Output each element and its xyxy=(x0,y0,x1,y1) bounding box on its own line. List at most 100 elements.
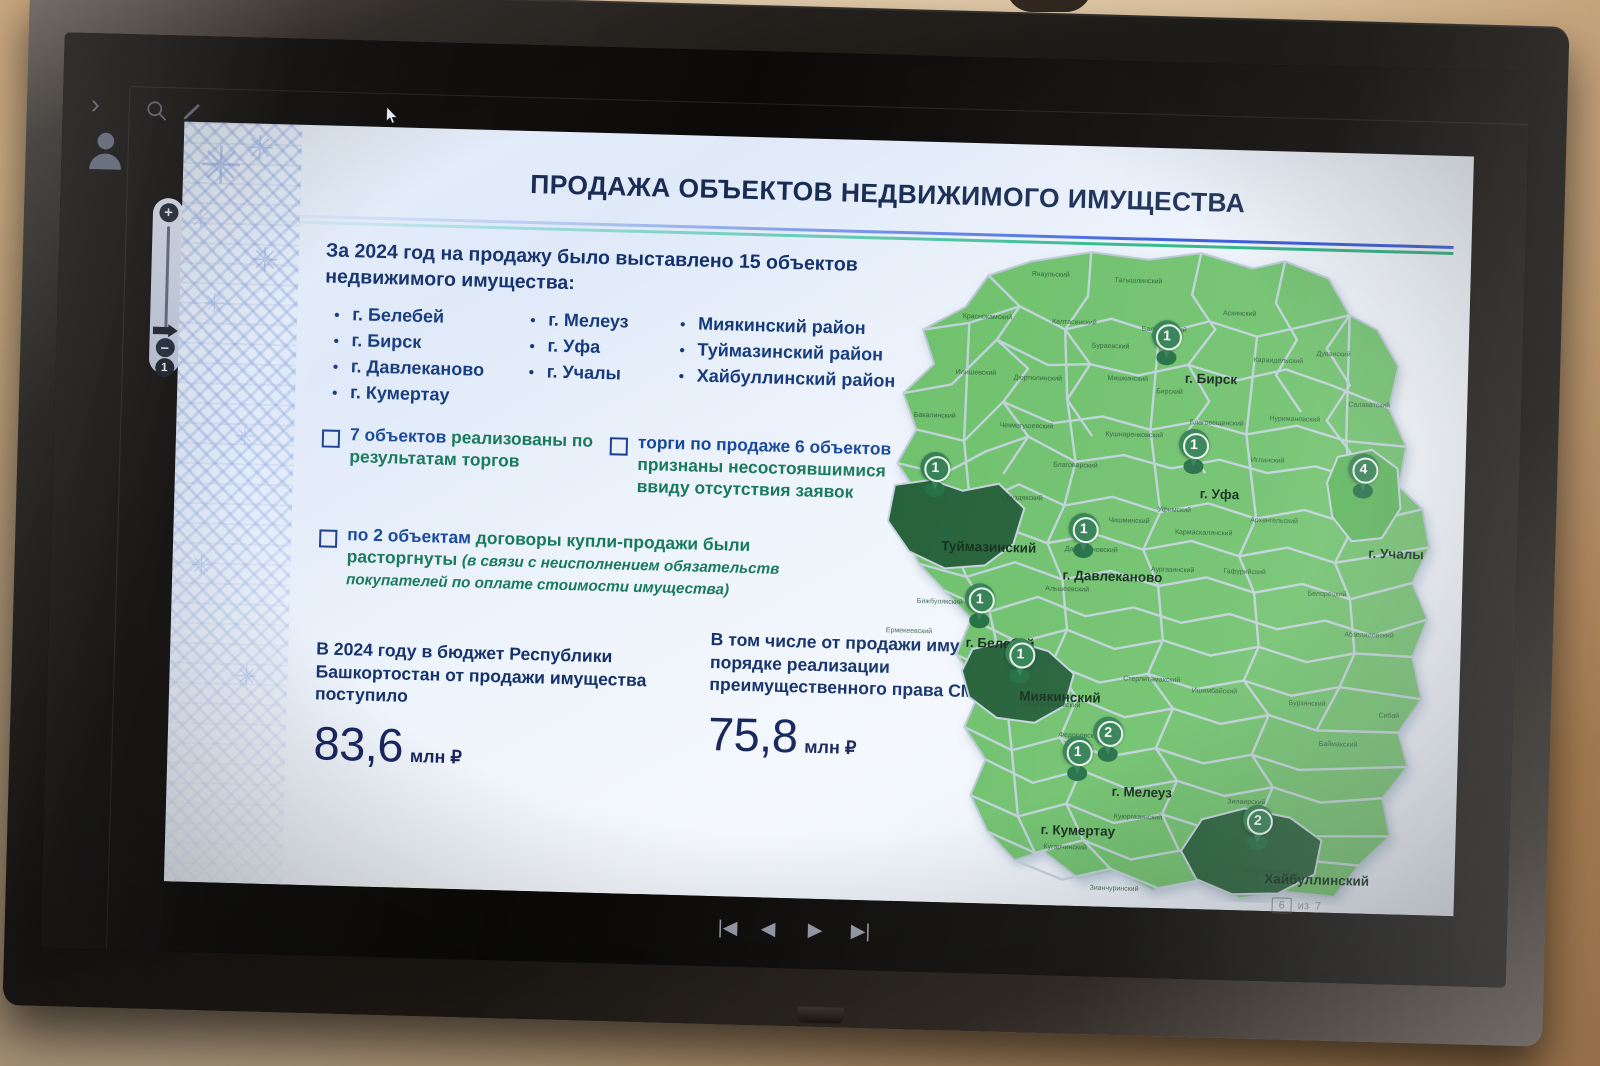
map-district-label: Чишминский xyxy=(1108,517,1150,526)
district-label: Хайбуллинский район xyxy=(696,365,896,391)
list-item: • г. Учалы xyxy=(529,361,680,386)
map-city-label: г. Уфа xyxy=(1199,486,1240,503)
map-district-label: Бурзянский xyxy=(1288,699,1326,708)
checkbox-icon xyxy=(609,437,629,456)
slide-canvas: ✳ ✳ ✳ ✳ ✳ ✳ ✳ ✳ ПРОДАЖА ОБЪЕКТОВ НЕДВИЖИ… xyxy=(163,121,1474,917)
viewer-toolbar: › xyxy=(63,32,1530,170)
bullet-icon: • xyxy=(334,306,340,324)
total-pages-label: 7 xyxy=(1314,900,1322,913)
map-district-label: Стерлитамакский xyxy=(1123,675,1181,685)
marker-uchaly: 4 xyxy=(1348,453,1379,499)
map-district-label: Караидельский xyxy=(1253,356,1304,366)
figure-value: 83,6 xyxy=(312,715,404,772)
map-district-label: Гафурийский xyxy=(1223,568,1266,577)
map-district-label: Чекмагушевский xyxy=(999,422,1054,431)
map-city-label: г. Кумертау xyxy=(1040,822,1116,840)
map-district-label: Бирский xyxy=(1156,388,1183,397)
map-district-label: Бураевский xyxy=(1091,342,1130,351)
tv-mount-foot xyxy=(797,1006,844,1024)
zoom-out-button[interactable]: – xyxy=(155,337,175,358)
map-district-label: Илишевский xyxy=(955,368,997,377)
list-item: • г. Давлеканово xyxy=(333,356,529,382)
marker-count: 1 xyxy=(1189,435,1199,453)
bullet-icon: • xyxy=(529,312,536,330)
district-label: Туймазинский район xyxy=(697,339,884,365)
marker-count: 1 xyxy=(1162,327,1172,344)
zoom-in-button[interactable]: + xyxy=(158,202,179,223)
checkbox-count: 7 объектов xyxy=(349,424,452,447)
city-label: г. Давлеканово xyxy=(350,356,485,380)
map-highlighted-district-label: Хайбуллинский xyxy=(1264,871,1370,889)
figure-value-wrap: 83,6 млн ₽ xyxy=(312,715,694,776)
ceiling-object xyxy=(1006,0,1092,12)
zoom-track[interactable] xyxy=(163,226,170,333)
checkbox-item-sold: 7 объектов реализованы по результатам то… xyxy=(321,423,610,475)
bashkortostan-map: Янаульский Татышлинский Краснокамский Калта… xyxy=(864,232,1462,907)
checkbox-count: по 2 объектам xyxy=(347,524,477,548)
wall-mounted-display: › + – 1 xyxy=(2,0,1570,1047)
map-district-label: Сибай xyxy=(1378,712,1400,720)
presentation-viewer: › + – 1 xyxy=(40,32,1531,988)
pen-icon[interactable] xyxy=(180,97,205,124)
map-district-label: Краснокамский xyxy=(962,313,1013,322)
marker-khaybullinskiy: 2 xyxy=(1242,804,1274,851)
first-slide-button[interactable]: |◀ xyxy=(717,917,738,939)
list-item: • г. Белебей xyxy=(334,304,530,330)
map-city-label: г. Давлеканово xyxy=(1062,567,1163,586)
last-slide-button[interactable]: ▶| xyxy=(850,920,871,943)
next-slide-button[interactable]: ▶ xyxy=(807,919,823,942)
marker-count: 2 xyxy=(1253,811,1263,828)
map-svg xyxy=(886,251,1431,900)
city-label: г. Бирск xyxy=(351,330,422,353)
city-label: г. Кумертау xyxy=(349,382,450,405)
previous-slide-button[interactable]: ◀ xyxy=(760,918,776,940)
map-city-label: г. Бирск xyxy=(1184,370,1238,388)
city-list-group: • г. Белебей • г. Бирск • г. Давлеканово… xyxy=(332,304,944,419)
map-highlighted-district-label: Туймазинский xyxy=(941,538,1037,556)
map-district-label: Зианчуринский xyxy=(1089,884,1139,893)
marker-kumertau: 1 xyxy=(1062,735,1094,782)
map-city-label: г. Учалы xyxy=(1368,545,1425,563)
mouse-cursor xyxy=(386,107,398,124)
map-district-label: Бакалинский xyxy=(913,411,956,420)
map-district-label: Белорецкий xyxy=(1307,590,1347,599)
map-district-label: Салаватский xyxy=(1348,401,1391,410)
map-district-label: Альшеевский xyxy=(1045,585,1090,594)
marker-count: 1 xyxy=(1079,519,1088,537)
map-district-label: Буздякский xyxy=(1006,494,1043,503)
list-item: • г. Кумертау xyxy=(332,382,528,408)
marker-count: 1 xyxy=(1016,645,1025,662)
city-label: г. Учалы xyxy=(546,361,622,384)
figure-unit: млн ₽ xyxy=(803,736,857,758)
person-icon[interactable] xyxy=(83,129,128,170)
bullet-icon: • xyxy=(528,363,535,382)
chevron-right-icon[interactable]: › xyxy=(90,89,101,120)
bashkir-ornament-decoration: ✳ ✳ ✳ ✳ ✳ ✳ ✳ ✳ xyxy=(163,121,303,885)
tv-screen: › + – 1 xyxy=(40,32,1531,988)
city-column-2: • г. Мелеуз • г. Уфа • г. Учалы xyxy=(528,309,681,412)
map-district-label: Мишкинский xyxy=(1107,374,1149,384)
map-district-label: Кугарчинский xyxy=(1043,843,1087,852)
map-district-label: Благоварский xyxy=(1053,461,1098,470)
map-district-label: Уфимский xyxy=(1157,506,1192,515)
marker-belebey: 1 xyxy=(964,582,996,629)
marker-birsk: 1 xyxy=(1151,319,1183,366)
checkbox-icon xyxy=(318,529,338,548)
marker-count: 2 xyxy=(1104,723,1113,740)
map-district-label: Абзелиловский xyxy=(1344,631,1394,640)
map-district-label: Ишимбайский xyxy=(1191,687,1238,696)
marker-count: 4 xyxy=(1359,460,1368,477)
map-district-label: Кушнаренковский xyxy=(1105,430,1164,440)
search-icon[interactable] xyxy=(144,99,169,124)
checkbox-body: признаны несостоявшимися ввиду отсутстви… xyxy=(636,453,887,502)
city-label: г. Уфа xyxy=(547,335,601,357)
bullet-icon: • xyxy=(679,316,686,334)
map-district-label: Благовещенский xyxy=(1189,419,1244,428)
map-district-label: Бижбулякский xyxy=(916,597,963,607)
bullet-icon: • xyxy=(333,332,340,350)
map-district-label: Дуванский xyxy=(1316,350,1351,359)
figure-caption: В 2024 году в бюджет Республики Башкорто… xyxy=(314,638,647,706)
page-indicator: 6 из 7 xyxy=(1271,897,1321,914)
page-title: ПРОДАЖА ОБЪЕКТОВ НЕДВИЖИМОГО ИМУЩЕСТВА xyxy=(529,168,1246,219)
current-page-field[interactable]: 6 xyxy=(1271,897,1292,914)
